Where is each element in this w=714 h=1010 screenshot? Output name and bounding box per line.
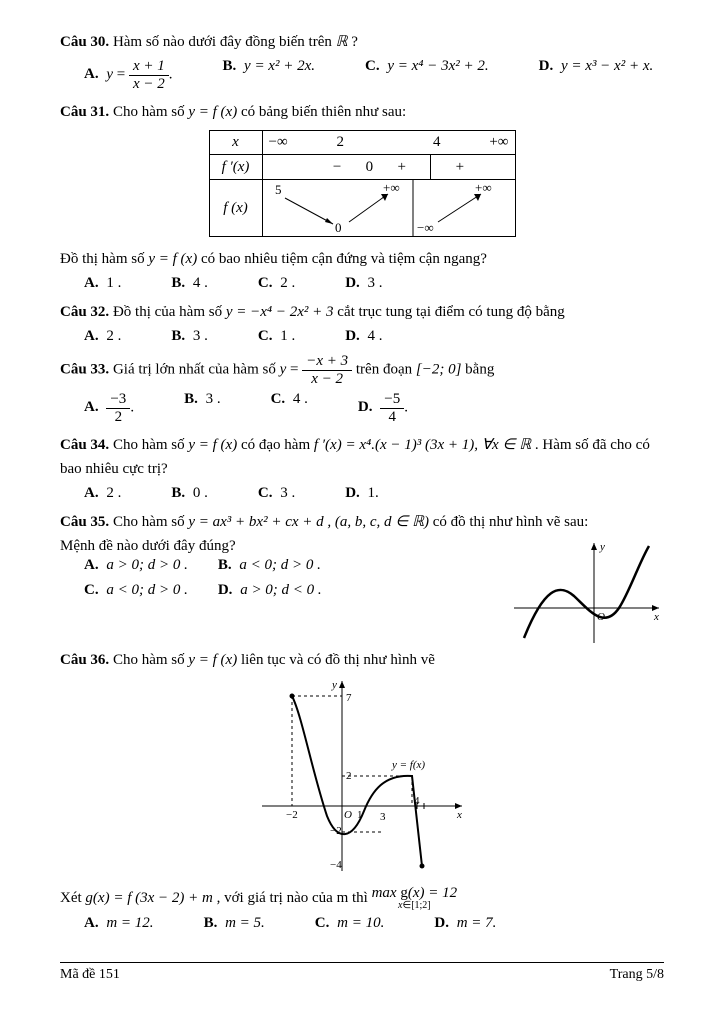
svg-text:−4: −4 xyxy=(330,859,342,871)
svg-text:+∞: +∞ xyxy=(383,180,400,195)
question-31: Câu 31. Cho hàm số y = f (x) có bảng biế… xyxy=(60,100,664,124)
q36-graph-wrap: x y O 7 2 −2 −4 −2 1 3 4 y = f(x) xyxy=(60,676,664,876)
real-symbol: ℝ xyxy=(336,34,348,50)
question-33: Câu 33. Giá trị lớn nhất của hàm số y = … xyxy=(60,353,664,387)
q36-choices: A. m = 12. B. m = 5. C. m = 10. D. m = 7… xyxy=(84,915,664,932)
q35-sub: Mệnh đề nào dưới đây đúng? xyxy=(60,538,484,555)
q31-label: Câu 31. xyxy=(60,104,109,120)
q31-table: x −∞ 2 4 +∞ f ′(x) − 0 + + xyxy=(60,130,664,237)
svg-text:0: 0 xyxy=(335,220,342,235)
svg-text:−2: −2 xyxy=(286,809,298,821)
q34-choices: A. 2 . B. 0 . C. 3 . D. 1. xyxy=(84,485,664,502)
svg-text:−2: −2 xyxy=(330,825,342,837)
q35-body: Mệnh đề nào dưới đây đúng? A. a > 0; d >… xyxy=(60,538,664,648)
q35-graph: x y O xyxy=(504,538,664,648)
q30-choice-b: B. y = x² + 2x. xyxy=(223,58,315,92)
svg-text:2: 2 xyxy=(346,770,352,782)
question-35: Câu 35. Cho hàm số y = ax³ + bx² + cx + … xyxy=(60,510,664,534)
q33-choices: A. −32. B. 3 . C. 4 . D. −54. xyxy=(84,391,664,425)
svg-text:3: 3 xyxy=(380,811,386,823)
svg-text:O: O xyxy=(344,809,352,821)
question-32: Câu 32. Đồ thị của hàm số y = −x⁴ − 2x² … xyxy=(60,300,664,324)
question-36: Câu 36. Cho hàm số y = f (x) liên tục và… xyxy=(60,648,664,672)
q30-label: Câu 30. xyxy=(60,34,109,50)
q31-func: y = f (x) xyxy=(188,104,237,120)
q31-c: C. 2 . xyxy=(258,275,295,292)
q31-post: Đồ thị hàm số y = f (x) có bao nhiêu tiệ… xyxy=(60,247,664,271)
svg-text:7: 7 xyxy=(346,692,352,704)
q30-choice-a: A. y = x + 1x − 2. xyxy=(84,58,173,92)
q31-choices: A. 1 . B. 4 . C. 2 . D. 3 . xyxy=(84,275,664,292)
svg-text:1: 1 xyxy=(357,809,363,821)
variation-arrows: 5 0 +∞ −∞ +∞ xyxy=(263,180,503,236)
svg-text:y = f(x): y = f(x) xyxy=(391,759,425,771)
footer-left: Mã đề 151 xyxy=(60,967,120,983)
q30-text2: ? xyxy=(348,34,358,50)
q30-text: Hàm số nào dưới đây đồng biến trên xyxy=(109,34,335,50)
q30-choice-c: C. y = x⁴ − 3x² + 2. xyxy=(365,58,489,92)
q36-post: Xét g(x) = f (3x − 2) + m , với giá trị … xyxy=(60,886,664,911)
q36-graph: x y O 7 2 −2 −4 −2 1 3 4 y = f(x) xyxy=(252,676,472,876)
q30-choices: A. y = x + 1x − 2. B. y = x² + 2x. C. y … xyxy=(84,58,664,92)
q30-choice-d: D. y = x³ − x² + x. xyxy=(539,58,654,92)
var-fx-row: f (x) 5 0 +∞ −∞ +∞ xyxy=(209,180,515,237)
svg-text:y: y xyxy=(331,679,337,691)
svg-text:x: x xyxy=(653,611,659,623)
question-30: Câu 30. Hàm số nào dưới đây đồng biến tr… xyxy=(60,30,664,54)
question-34: Câu 34. Cho hàm số y = f (x) có đạo hàm … xyxy=(60,433,664,481)
svg-text:+∞: +∞ xyxy=(475,180,492,195)
var-fp-row: f ′(x) − 0 + + xyxy=(209,155,515,180)
page-footer: Mã đề 151 Trang 5/8 xyxy=(60,962,664,983)
q31-b: B. 4 . xyxy=(171,275,208,292)
q31-a: A. 1 . xyxy=(84,275,121,292)
svg-text:y: y xyxy=(599,541,605,553)
q31-d: D. 3 . xyxy=(345,275,382,292)
footer-right: Trang 5/8 xyxy=(610,967,664,983)
var-x-row: x −∞ 2 4 +∞ xyxy=(209,131,515,155)
q32-choices: A. 2 . B. 3 . C. 1 . D. 4 . xyxy=(84,328,664,345)
svg-text:x: x xyxy=(456,809,462,821)
svg-text:−∞: −∞ xyxy=(417,220,434,235)
svg-text:5: 5 xyxy=(275,182,282,197)
